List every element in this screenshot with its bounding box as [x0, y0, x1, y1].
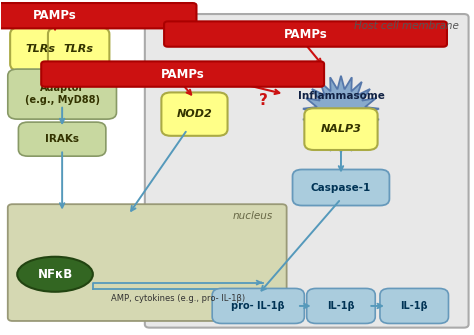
FancyBboxPatch shape — [292, 170, 390, 206]
Text: Inflammasome: Inflammasome — [298, 91, 384, 101]
FancyBboxPatch shape — [145, 14, 469, 328]
Text: pro- IL-1β: pro- IL-1β — [231, 301, 285, 311]
Ellipse shape — [17, 257, 93, 292]
Text: NOD2: NOD2 — [177, 109, 212, 119]
Text: Host cell membrane: Host cell membrane — [354, 21, 459, 31]
Text: NFκB: NFκB — [37, 268, 73, 281]
Text: TLRs: TLRs — [64, 44, 94, 54]
Text: IL-1β: IL-1β — [401, 301, 428, 311]
FancyBboxPatch shape — [10, 27, 72, 71]
FancyBboxPatch shape — [48, 27, 109, 71]
Text: AMP, cytokines (e.g., pro- IL-1β): AMP, cytokines (e.g., pro- IL-1β) — [111, 294, 245, 303]
Text: IRAKs: IRAKs — [45, 134, 79, 144]
FancyBboxPatch shape — [0, 3, 197, 28]
Text: IL-1β: IL-1β — [327, 301, 355, 311]
FancyBboxPatch shape — [304, 108, 378, 150]
Text: TLRs: TLRs — [26, 44, 56, 54]
Text: ?: ? — [258, 93, 267, 108]
FancyBboxPatch shape — [8, 69, 117, 119]
Text: nucleus: nucleus — [232, 211, 273, 221]
FancyBboxPatch shape — [18, 122, 106, 156]
FancyBboxPatch shape — [164, 21, 447, 47]
FancyBboxPatch shape — [8, 204, 287, 321]
FancyBboxPatch shape — [380, 288, 448, 324]
Text: PAMPs: PAMPs — [33, 9, 77, 22]
Text: NALP3: NALP3 — [320, 124, 361, 134]
FancyBboxPatch shape — [161, 92, 228, 136]
FancyBboxPatch shape — [41, 61, 324, 87]
FancyBboxPatch shape — [307, 288, 375, 324]
Text: Caspase-1: Caspase-1 — [311, 183, 371, 193]
Text: PAMPs: PAMPs — [283, 27, 328, 41]
Polygon shape — [303, 76, 379, 152]
Text: PAMPs: PAMPs — [161, 68, 204, 81]
Text: Adaptor
(e.g., MyD88): Adaptor (e.g., MyD88) — [25, 83, 100, 105]
FancyBboxPatch shape — [212, 288, 304, 324]
